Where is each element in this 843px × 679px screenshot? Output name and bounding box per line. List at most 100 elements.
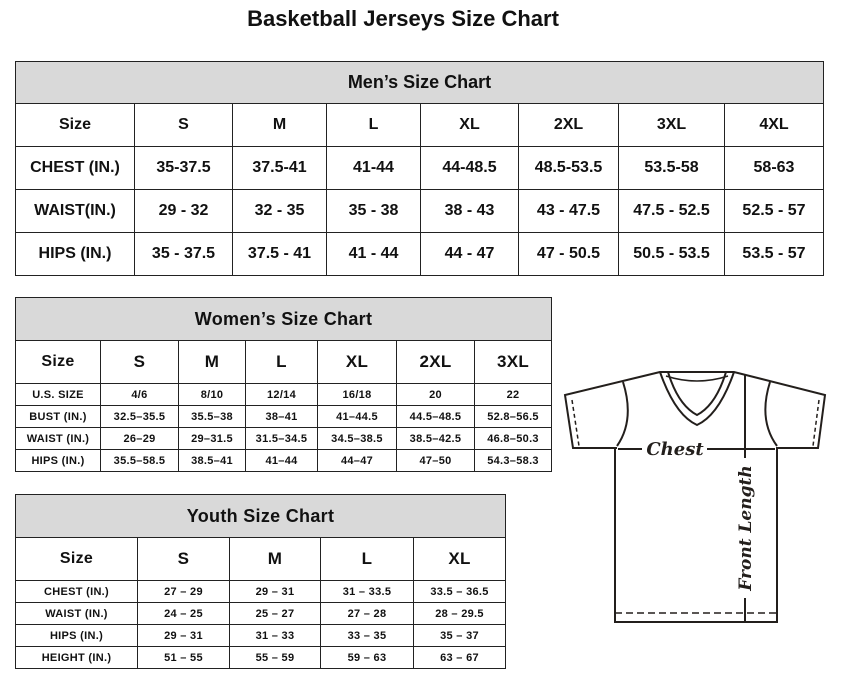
youth-table-title: Youth Size Chart (14, 494, 507, 538)
cell: 35 – 37 (412, 624, 507, 647)
cell: 33 – 35 (320, 624, 414, 647)
cell: 29–31.5 (178, 427, 246, 450)
cell: 20 (396, 383, 475, 406)
row-label: WAIST(IN.) (15, 189, 135, 233)
cell: 53.5-58 (618, 146, 725, 190)
cell: 35-37.5 (134, 146, 233, 190)
front-length-label: Front Length (736, 465, 756, 591)
row-label: Size (15, 537, 138, 581)
page-title: Basketball Jerseys Size Chart (247, 6, 559, 31)
table-row: U.S. SIZE 4/6 8/10 12/14 16/18 20 22 (15, 383, 553, 406)
table-row: CHEST (IN.) 27 – 29 29 – 31 31 – 33.5 33.5 –… (15, 580, 507, 603)
cell: 41 - 44 (326, 232, 421, 276)
cell: L (245, 340, 318, 384)
cell: 55 – 59 (229, 646, 321, 669)
cell: S (137, 537, 230, 581)
cell: 35 - 38 (326, 189, 421, 233)
row-label: HIPS (IN.) (15, 449, 101, 472)
cell: 27 – 29 (137, 580, 230, 603)
cell: 16/18 (317, 383, 397, 406)
cell: 37.5 - 41 (232, 232, 327, 276)
cell: 44-48.5 (420, 146, 519, 190)
cell: 32.5–35.5 (100, 405, 179, 428)
chest-label: Chest (646, 439, 704, 460)
cell: 31.5–34.5 (245, 427, 318, 450)
jersey-outline (563, 371, 827, 623)
row-label: HIPS (IN.) (15, 624, 138, 647)
table-row: HIPS (IN.) 29 – 31 31 – 33 33 – 35 35 – 37 (15, 624, 507, 647)
cell: 2XL (396, 340, 475, 384)
cell: 32 - 35 (232, 189, 327, 233)
cell: 44 - 47 (420, 232, 519, 276)
cell: 38 - 43 (420, 189, 519, 233)
cell: 54.3–58.3 (473, 449, 553, 472)
cell: 4XL (724, 103, 824, 147)
cell: 44.5–48.5 (396, 405, 475, 428)
table-row: HEIGHT (IN.) 51 – 55 55 – 59 59 – 63 63 – 67 (15, 646, 507, 669)
cell: 37.5-41 (232, 146, 327, 190)
cell: 41–44.5 (317, 405, 397, 428)
cell: 58-63 (724, 146, 824, 190)
cell: 29 – 31 (137, 624, 230, 647)
cell: 52.8–56.5 (473, 405, 553, 428)
cell: 29 - 32 (134, 189, 233, 233)
cell: M (232, 103, 327, 147)
table-row: WAIST(IN.) 29 - 32 32 - 35 35 - 38 38 - 43 43… (15, 189, 824, 233)
cell: 34.5–38.5 (317, 427, 397, 450)
cell: XL (412, 537, 507, 581)
row-label: Size (15, 340, 101, 384)
row-label: BUST (IN.) (15, 405, 101, 428)
womens-table-title: Women’s Size Chart (14, 297, 553, 341)
cell: 24 – 25 (137, 602, 230, 625)
cell: 26–29 (100, 427, 179, 450)
cell: L (320, 537, 414, 581)
cell: 38–41 (245, 405, 318, 428)
cell: 38.5–42.5 (396, 427, 475, 450)
table-row: BUST (IN.) 32.5–35.5 35.5–38 38–41 41–44.5 44… (15, 405, 553, 428)
cell: 46.8–50.3 (473, 427, 553, 450)
table-row: HIPS (IN.) 35 - 37.5 37.5 - 41 41 - 44 44 - … (15, 232, 824, 276)
cell: 35.5–58.5 (100, 449, 179, 472)
cell: 59 – 63 (320, 646, 414, 669)
cell: 47–50 (396, 449, 475, 472)
jersey-diagram: Chest Front Length (563, 371, 827, 623)
cell: L (326, 103, 421, 147)
cell: 48.5-53.5 (518, 146, 619, 190)
cell: 52.5 - 57 (724, 189, 824, 233)
cell: 51 – 55 (137, 646, 230, 669)
cell: 41–44 (245, 449, 318, 472)
cell: 2XL (518, 103, 619, 147)
cell: 25 – 27 (229, 602, 321, 625)
cell: 4/6 (100, 383, 179, 406)
cell: 41-44 (326, 146, 421, 190)
cell: 53.5 - 57 (724, 232, 824, 276)
cell: 8/10 (178, 383, 246, 406)
cell: M (178, 340, 246, 384)
cell: 38.5–41 (178, 449, 246, 472)
youth-size-table: Youth Size Chart Size S M L XL CHEST (IN.) 27 … (14, 494, 507, 669)
cell: S (134, 103, 233, 147)
cell: 47 - 50.5 (518, 232, 619, 276)
cell: 12/14 (245, 383, 318, 406)
cell: S (100, 340, 179, 384)
cell: 27 – 28 (320, 602, 414, 625)
table-row: WAIST (IN.) 24 – 25 25 – 27 27 – 28 28 – 29.… (15, 602, 507, 625)
cell: 3XL (618, 103, 725, 147)
row-label: WAIST (IN.) (15, 427, 101, 450)
row-label: CHEST (IN.) (15, 580, 138, 603)
row-label: CHEST (IN.) (15, 146, 135, 190)
womens-size-table: Women’s Size Chart Size S M L XL 2XL 3XL U.S. S… (14, 297, 553, 472)
cell: 50.5 - 53.5 (618, 232, 725, 276)
cell: 28 – 29.5 (412, 602, 507, 625)
cell: 31 – 33 (229, 624, 321, 647)
table-row: WAIST (IN.) 26–29 29–31.5 31.5–34.5 34.5–38.… (15, 427, 553, 450)
table-row: HIPS (IN.) 35.5–58.5 38.5–41 41–44 44–47 47–5… (15, 449, 553, 472)
cell: 35.5–38 (178, 405, 246, 428)
mens-size-table: Men’s Size Chart Size S M L XL 2XL 3XL 4XL CHEST… (15, 61, 824, 276)
cell: 29 – 31 (229, 580, 321, 603)
table-row: CHEST (IN.) 35-37.5 37.5-41 41-44 44-48.5 48.… (15, 146, 824, 190)
header-row: Size S M L XL (15, 537, 507, 581)
row-label: Size (15, 103, 135, 147)
row-label: HIPS (IN.) (15, 232, 135, 276)
header-row: Size S M L XL 2XL 3XL (15, 340, 553, 384)
